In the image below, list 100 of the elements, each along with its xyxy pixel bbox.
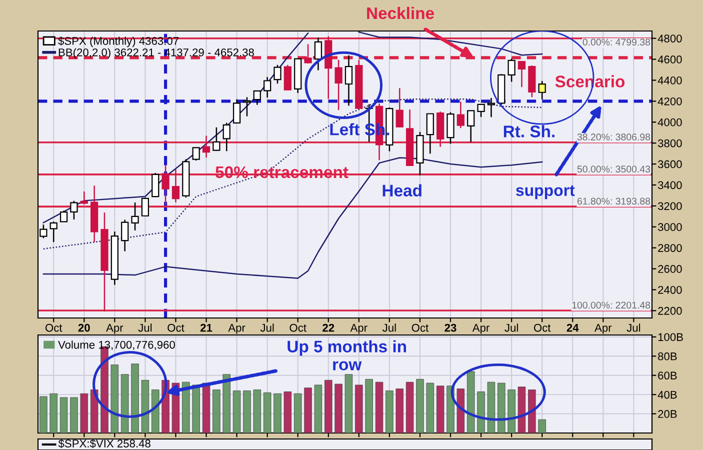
bar — [314, 384, 322, 433]
y-tick-label: 3000 — [658, 223, 682, 232]
bar — [232, 390, 241, 433]
bar — [152, 390, 160, 433]
y-tick-label: 2400 — [658, 286, 682, 294]
candlestick — [314, 36, 322, 71]
bar — [436, 386, 444, 433]
bar — [212, 390, 220, 433]
x-tick-label: Apr — [594, 324, 612, 334]
annotation: Head — [382, 184, 422, 196]
x-tick-label: 23 — [444, 324, 456, 332]
x-tick-label: Oct — [168, 324, 184, 332]
bar — [284, 391, 292, 433]
candlestick — [264, 76, 272, 98]
bar — [375, 382, 384, 433]
candlestick — [222, 122, 230, 152]
candlestick — [60, 210, 68, 222]
y-tick-label: 2200 — [658, 306, 682, 315]
bar — [120, 374, 129, 433]
annotation: Neckline — [367, 6, 434, 20]
bar — [141, 380, 150, 433]
x-tick-label: Oct — [290, 324, 306, 332]
x-tick-label: 24 — [566, 324, 579, 332]
candlestick — [121, 219, 129, 252]
candlestick — [212, 126, 220, 152]
y-tick-label: 3200 — [658, 202, 682, 210]
bar — [50, 393, 58, 433]
x-tick-label: Apr — [350, 324, 368, 334]
bar — [365, 378, 373, 433]
x-tick-label: Apr — [106, 324, 124, 334]
y-tick-label: 3800 — [658, 139, 682, 148]
ref-line-label: 0.00%: 4799.38 — [582, 38, 650, 46]
y-tick-label: 40B — [658, 390, 677, 399]
x-tick-label: 22 — [322, 324, 334, 332]
candlestick — [232, 98, 241, 124]
candlestick — [456, 101, 464, 129]
bar — [80, 393, 88, 433]
y-tick-label: 20B — [658, 410, 677, 418]
legend-label: $SPX (Monthly) 4363.07 — [58, 36, 178, 48]
ref-line-label: 38.20%: 3806.98 — [577, 134, 650, 140]
candlestick — [508, 58, 516, 82]
candlestick — [202, 135, 210, 158]
y-tick-label: 4800 — [658, 34, 682, 42]
candlestick — [243, 96, 251, 117]
candlestick — [152, 172, 160, 198]
candlestick — [131, 202, 139, 232]
bar — [344, 374, 353, 433]
bar — [426, 382, 434, 433]
bar — [466, 371, 475, 433]
legend-label: Volume 13,700,776,960 — [58, 340, 175, 350]
x-tick-label: Jul — [260, 324, 274, 332]
x-tick-label: Oct — [412, 324, 429, 332]
candlestick — [274, 64, 282, 84]
bar — [60, 397, 68, 433]
x-tick-label: Apr — [472, 324, 490, 334]
annotation: Rt. Sh. — [504, 125, 554, 138]
candlestick — [538, 80, 546, 100]
ref-line-label: 61.80%: 3193.88 — [577, 198, 650, 205]
ref-line-label: 100.00%: 2201.48 — [572, 302, 650, 309]
candlestick — [284, 64, 292, 91]
bar — [182, 382, 190, 433]
y-tick-label: 100B — [658, 333, 683, 342]
x-tick-label: Jul — [626, 324, 640, 332]
x-tick-label: 20 — [78, 324, 90, 332]
y-tick-label: 60B — [658, 372, 677, 380]
bar — [243, 390, 251, 433]
candlestick — [192, 146, 200, 162]
bar — [477, 391, 485, 433]
y-tick-label: 4000 — [658, 118, 682, 126]
bar — [192, 384, 200, 433]
annotation: Up 5 months in row — [288, 340, 406, 370]
x-tick-label: Apr — [228, 324, 246, 334]
x-tick-label: 21 — [200, 324, 212, 332]
text: $SPX:$VIX 258.48 — [58, 439, 150, 448]
y-tick-label: 4600 — [658, 56, 682, 64]
candlestick — [172, 168, 180, 203]
candlestick — [70, 200, 78, 220]
x-tick-label: Jul — [382, 324, 396, 332]
y-tick-label: 2800 — [658, 244, 682, 252]
bar — [294, 393, 302, 433]
annotation: support — [516, 185, 575, 200]
candlestick — [467, 110, 475, 143]
x-tick-label: Jul — [138, 324, 152, 332]
candlestick — [304, 44, 312, 64]
x-tick-label: Oct — [45, 324, 62, 332]
bar — [222, 374, 230, 433]
candlestick — [80, 190, 88, 206]
candlestick — [141, 196, 150, 217]
candlestick — [50, 221, 58, 243]
bar — [274, 393, 282, 433]
bar — [355, 384, 363, 433]
bar — [446, 386, 454, 433]
bar — [416, 378, 424, 433]
candlestick — [426, 113, 434, 154]
bar — [396, 388, 404, 433]
candlestick — [487, 97, 496, 118]
bar — [528, 390, 536, 433]
bar — [304, 388, 312, 433]
y-tick-label: 2600 — [658, 265, 682, 273]
bar — [131, 364, 139, 433]
